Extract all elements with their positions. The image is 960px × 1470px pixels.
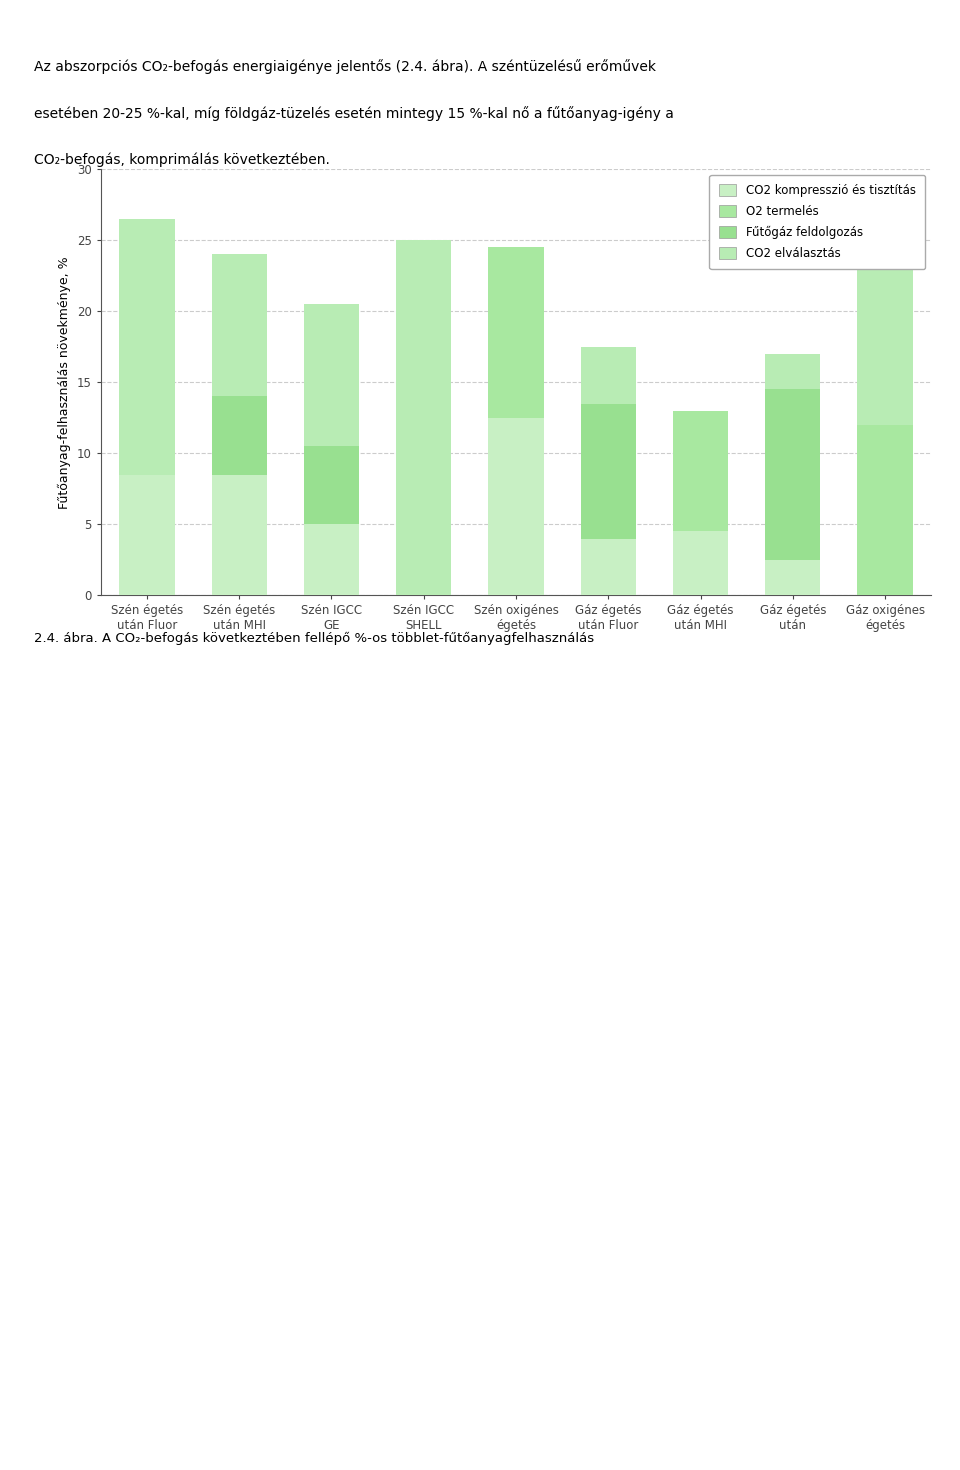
Bar <box>119 475 175 595</box>
Bar <box>396 240 451 595</box>
Bar <box>211 397 267 475</box>
Bar <box>765 354 821 390</box>
Y-axis label: Fűtőanyag-felhasználás növekménye, %: Fűtőanyag-felhasználás növekménye, % <box>59 256 71 509</box>
Bar <box>211 475 267 595</box>
Bar <box>673 410 729 532</box>
Bar <box>581 403 636 538</box>
Bar <box>765 390 821 560</box>
Bar <box>489 247 543 417</box>
Text: CO₂-befogás, komprimálás következtében.: CO₂-befogás, komprimálás következtében. <box>34 153 329 168</box>
Bar <box>857 425 913 595</box>
Legend: CO2 kompresszió és tisztítás, O2 termelés, Fűtőgáz feldolgozás, CO2 elválasztás: CO2 kompresszió és tisztítás, O2 termelé… <box>709 175 925 269</box>
Bar <box>489 417 543 595</box>
Bar <box>765 560 821 595</box>
Bar <box>119 219 175 475</box>
Bar <box>303 304 359 447</box>
Bar <box>211 254 267 397</box>
Text: 2.4. ábra. A CO₂-befogás következtében fellépő %-os többlet-fűtőanyagfelhasználá: 2.4. ábra. A CO₂-befogás következtében f… <box>34 632 593 645</box>
Bar <box>581 538 636 595</box>
Bar <box>581 347 636 403</box>
Text: Az abszorpciós CO₂-befogás energiaigénye jelentős (2.4. ábra). A széntüzelésű er: Az abszorpciós CO₂-befogás energiaigénye… <box>34 59 656 74</box>
Text: esetében 20-25 %-kal, míg földgáz-tüzelés esetén mintegy 15 %-kal nő a fűtőanyag: esetében 20-25 %-kal, míg földgáz-tüzelé… <box>34 106 674 121</box>
Bar <box>303 525 359 595</box>
Bar <box>857 254 913 425</box>
Bar <box>303 447 359 525</box>
Bar <box>673 532 729 595</box>
